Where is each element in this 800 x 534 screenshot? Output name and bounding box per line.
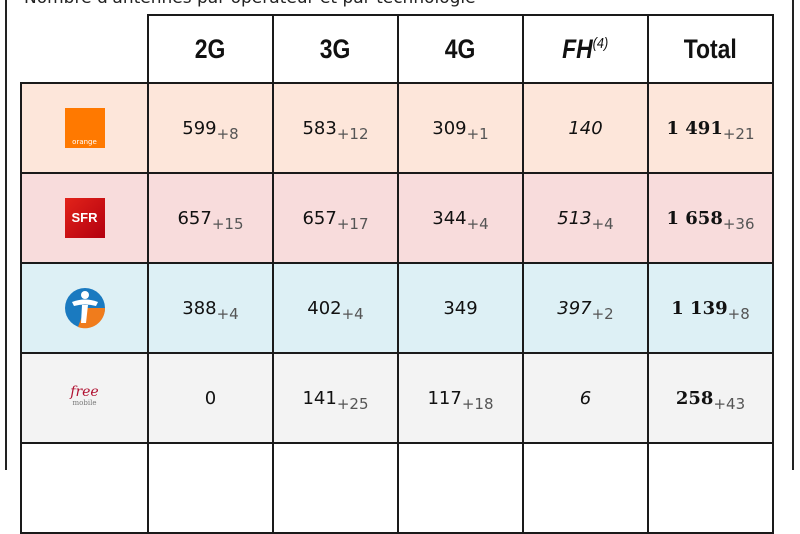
- value-cell-fh: 6: [522, 352, 649, 444]
- value: 1 491: [666, 117, 723, 139]
- increment: +2: [591, 304, 614, 323]
- operator-cell: orange: [20, 82, 149, 174]
- increment: +25: [336, 394, 369, 413]
- table-caption: Nombre d'antennes par opérateur et par t…: [24, 0, 476, 8]
- header-total: Total: [647, 14, 774, 84]
- value: 309: [432, 117, 467, 139]
- value: 1 658: [666, 207, 723, 229]
- value: 258: [675, 387, 714, 409]
- value: 388: [182, 297, 217, 319]
- value-cell-3g: 657+17: [272, 172, 399, 264]
- value-cell-4g: 309+1: [397, 82, 524, 174]
- value: 1 139: [671, 297, 728, 319]
- header-row: 2G 3G 4G FH(4) Total: [21, 14, 774, 84]
- value-cell-total: 1 491+21: [647, 82, 774, 174]
- value-cell-2g: 388+4: [147, 262, 274, 354]
- increment: +43: [713, 394, 746, 413]
- value-cell-3g: 583+12: [272, 82, 399, 174]
- value-cell-3g: 141+25: [272, 352, 399, 444]
- value-cell-4g: 349: [397, 262, 524, 354]
- value-cell-2g: 599+8: [147, 82, 274, 174]
- increment: +17: [336, 214, 369, 233]
- table-row: [20, 442, 774, 534]
- value: 402: [307, 297, 342, 319]
- table-row: orange 599+8 583+12 309+1 140 1 491+21: [20, 82, 774, 174]
- increment: +8: [727, 304, 750, 323]
- value: 657: [302, 207, 337, 229]
- value: 599: [182, 117, 217, 139]
- increment: +12: [336, 124, 369, 143]
- value-cell-fh: 140: [522, 82, 649, 174]
- sfr-logo: SFR: [64, 198, 105, 238]
- operator-cell: [20, 262, 149, 354]
- value: 140: [568, 117, 603, 139]
- value-cell-3g: 402+4: [272, 262, 399, 354]
- outer-frame: [5, 0, 794, 470]
- value: 513: [557, 207, 592, 229]
- value-cell-fh: 397+2: [522, 262, 649, 354]
- operator-cell: SFR: [20, 172, 149, 264]
- increment: +36: [722, 214, 755, 233]
- value-cell-2g: 657+15: [147, 172, 274, 264]
- increment: +4: [591, 214, 614, 233]
- increment: +4: [466, 214, 489, 233]
- value-cell-4g: 344+4: [397, 172, 524, 264]
- value: 583: [302, 117, 337, 139]
- increment: +4: [216, 304, 239, 323]
- value: 6: [579, 387, 592, 409]
- empty-header: [21, 15, 149, 84]
- value-cell-total: 258+43: [647, 352, 774, 444]
- free-mobile-logo: free mobile: [70, 384, 99, 407]
- increment: +8: [216, 124, 239, 143]
- value-cell-2g: 0: [147, 352, 274, 444]
- value: 117: [427, 387, 462, 409]
- value: 349: [443, 297, 478, 319]
- antenna-table: 2G 3G 4G FH(4) Total orange 599+8 583+12 3…: [20, 14, 774, 534]
- increment: +18: [461, 394, 494, 413]
- table-row: 388+4 402+4 349 397+2 1 139+8: [20, 262, 774, 354]
- value: 344: [432, 207, 467, 229]
- operator-cell: free mobile: [20, 352, 149, 444]
- value-cell-total: 1 139+8: [647, 262, 774, 354]
- value-cell-total: 1 658+36: [647, 172, 774, 264]
- increment: +21: [722, 124, 755, 143]
- value-cell-4g: 117+18: [397, 352, 524, 444]
- increment: +4: [341, 304, 364, 323]
- value-cell-fh: 513+4: [522, 172, 649, 264]
- table-row: free mobile 0 141+25 117+18 6 258+43: [20, 352, 774, 444]
- header-3g: 3G: [272, 14, 399, 84]
- table-row: SFR 657+15 657+17 344+4 513+4 1 658+36: [20, 172, 774, 264]
- value: 141: [302, 387, 337, 409]
- header-4g: 4G: [397, 14, 524, 84]
- value: 0: [204, 387, 217, 409]
- value: 657: [177, 207, 212, 229]
- increment: +1: [466, 124, 489, 143]
- bouygues-logo: [64, 288, 105, 329]
- header-2g: 2G: [147, 14, 274, 84]
- orange-logo: orange: [64, 108, 105, 148]
- header-fh: FH(4): [522, 14, 649, 84]
- value: 397: [557, 297, 592, 319]
- increment: +15: [211, 214, 244, 233]
